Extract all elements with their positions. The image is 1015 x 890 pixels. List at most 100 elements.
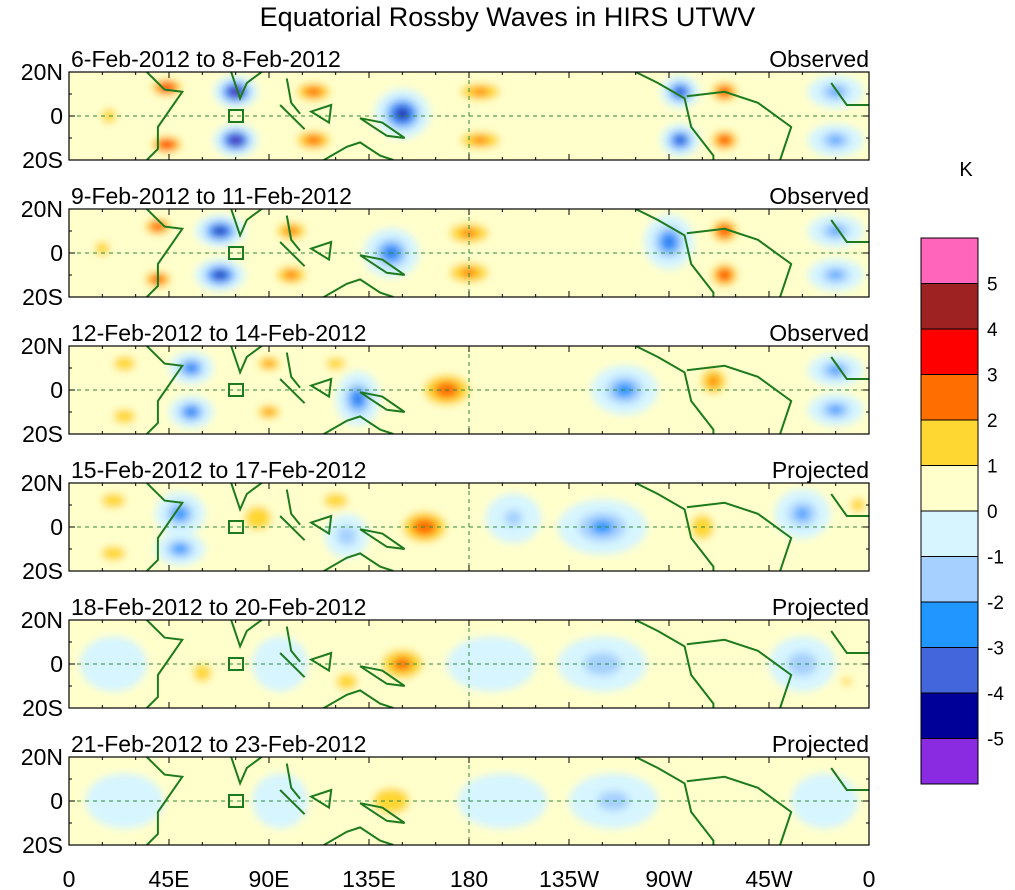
reference-box xyxy=(228,246,244,260)
y-tick-label: 20S xyxy=(22,421,63,447)
colorbar-label: -1 xyxy=(987,548,1004,569)
contour-level xyxy=(193,663,212,682)
coastline-americas xyxy=(635,620,793,708)
coastline-west-africa xyxy=(830,630,869,654)
coastline-americas xyxy=(635,209,793,297)
y-tick-label: 0 xyxy=(50,514,63,540)
contour-level xyxy=(232,137,240,143)
x-tick-label: 180 xyxy=(450,866,488,890)
y-tick-label: 20N xyxy=(21,744,63,770)
x-tick-label: 90E xyxy=(249,866,290,890)
y-tick-label: 20S xyxy=(22,284,63,310)
colorbar-label: 5 xyxy=(987,275,998,296)
anomaly-contours xyxy=(80,636,861,704)
panel-type-label: Projected xyxy=(772,457,869,483)
contour-level xyxy=(685,773,764,829)
coastline-india xyxy=(230,346,264,376)
colorbar-swatch xyxy=(920,647,979,694)
panel-ticks xyxy=(68,71,870,161)
x-tick-label: 0 xyxy=(863,866,876,890)
contour-level xyxy=(392,657,412,671)
contour-level xyxy=(354,394,362,403)
y-tick-label: 20N xyxy=(21,196,63,222)
panel-ticks xyxy=(68,619,870,709)
contour-level xyxy=(161,141,173,148)
y-tick-label: 20S xyxy=(22,695,63,721)
contour-level xyxy=(721,272,728,278)
contour-level xyxy=(80,636,147,692)
coastline-maritime xyxy=(279,352,333,404)
contour-level xyxy=(721,137,728,143)
coastline-africa xyxy=(146,757,185,845)
x-tick-label: 90W xyxy=(645,866,693,890)
panel-5: 20N 0 20S 18-Feb-2012 to 20-Feb-2012 Project… xyxy=(21,594,870,721)
contour-level xyxy=(787,652,817,676)
contour-level xyxy=(828,405,843,414)
contour-level xyxy=(304,86,323,97)
y-tick-label: 20N xyxy=(21,607,63,633)
colorbar-label: 1 xyxy=(987,457,998,478)
colorbar-label: -5 xyxy=(987,730,1004,751)
contour-level xyxy=(504,510,523,527)
contour-level xyxy=(169,773,236,829)
contour-level xyxy=(101,546,126,561)
contour-level xyxy=(284,226,299,236)
panel-field xyxy=(69,483,869,571)
colorbar-swatch xyxy=(920,237,979,284)
coastline-west-africa xyxy=(830,82,869,106)
colorbar-label: -4 xyxy=(987,684,1004,705)
coastline-australasia xyxy=(321,665,406,708)
coastlines xyxy=(146,483,869,571)
panel-type-label: Observed xyxy=(769,46,869,72)
reference-box xyxy=(228,794,244,808)
coastline-maritime xyxy=(279,626,333,678)
panel-ticks xyxy=(68,756,870,846)
colorbar-swatch xyxy=(920,465,979,512)
panel-6: 20N 0 20S 21-Feb-2012 to 23-Feb-2012 Project… xyxy=(21,731,870,858)
reference-box xyxy=(228,520,244,534)
x-axis: 0 45E 90E 135E 180 135W 90W 45W 0 xyxy=(63,866,876,890)
contour-level xyxy=(472,136,489,144)
colorbar-swatch xyxy=(920,510,979,557)
contour-level xyxy=(829,271,842,279)
coastline-india xyxy=(230,620,264,650)
colorbar-swatch xyxy=(920,328,979,375)
chart-title: Equatorial Rossby Waves in HIRS UTWV xyxy=(259,2,756,32)
contour-level xyxy=(215,227,225,235)
colorbar-units: K xyxy=(959,159,973,181)
coastline-africa xyxy=(146,620,185,708)
coastlines xyxy=(146,209,869,297)
coastline-maritime xyxy=(279,215,333,267)
contour-level xyxy=(101,493,126,508)
coastline-africa xyxy=(146,72,185,160)
panel-4: 20N 0 20S 15-Feb-2012 to 17-Feb-2012 Project… xyxy=(21,457,870,584)
colorbar-label: 2 xyxy=(987,411,998,432)
reference-box xyxy=(228,657,244,671)
panel-date-range: 6-Feb-2012 to 8-Feb-2012 xyxy=(71,46,341,72)
panel-type-label: Projected xyxy=(772,594,869,620)
panel-field xyxy=(69,346,869,434)
contour-level xyxy=(850,497,866,513)
coastline-west-africa xyxy=(830,356,869,380)
panel-type-label: Observed xyxy=(769,320,869,346)
colorbar-swatch xyxy=(920,419,979,466)
coastline-australasia xyxy=(321,117,406,160)
contour-level xyxy=(677,138,683,143)
x-tick-label: 45W xyxy=(745,866,793,890)
coastlines xyxy=(146,620,869,708)
y-tick-label: 0 xyxy=(50,240,63,266)
x-tick-label: 135W xyxy=(539,866,599,890)
panel-date-range: 21-Feb-2012 to 23-Feb-2012 xyxy=(71,731,366,757)
contour-level xyxy=(264,409,274,415)
contour-level xyxy=(244,506,272,531)
contour-level xyxy=(472,88,489,96)
contour-level xyxy=(95,241,110,256)
contour-level xyxy=(337,526,357,546)
colorbar: K 5 4 3 2 1 0 -1 -2 -3 -4 -5 xyxy=(920,159,1004,785)
contour-level xyxy=(187,365,195,371)
y-tick-label: 20S xyxy=(22,147,63,173)
contour-level xyxy=(154,224,162,229)
coastline-americas xyxy=(635,72,793,160)
contour-level xyxy=(397,109,408,119)
colorbar-swatch xyxy=(920,738,979,785)
